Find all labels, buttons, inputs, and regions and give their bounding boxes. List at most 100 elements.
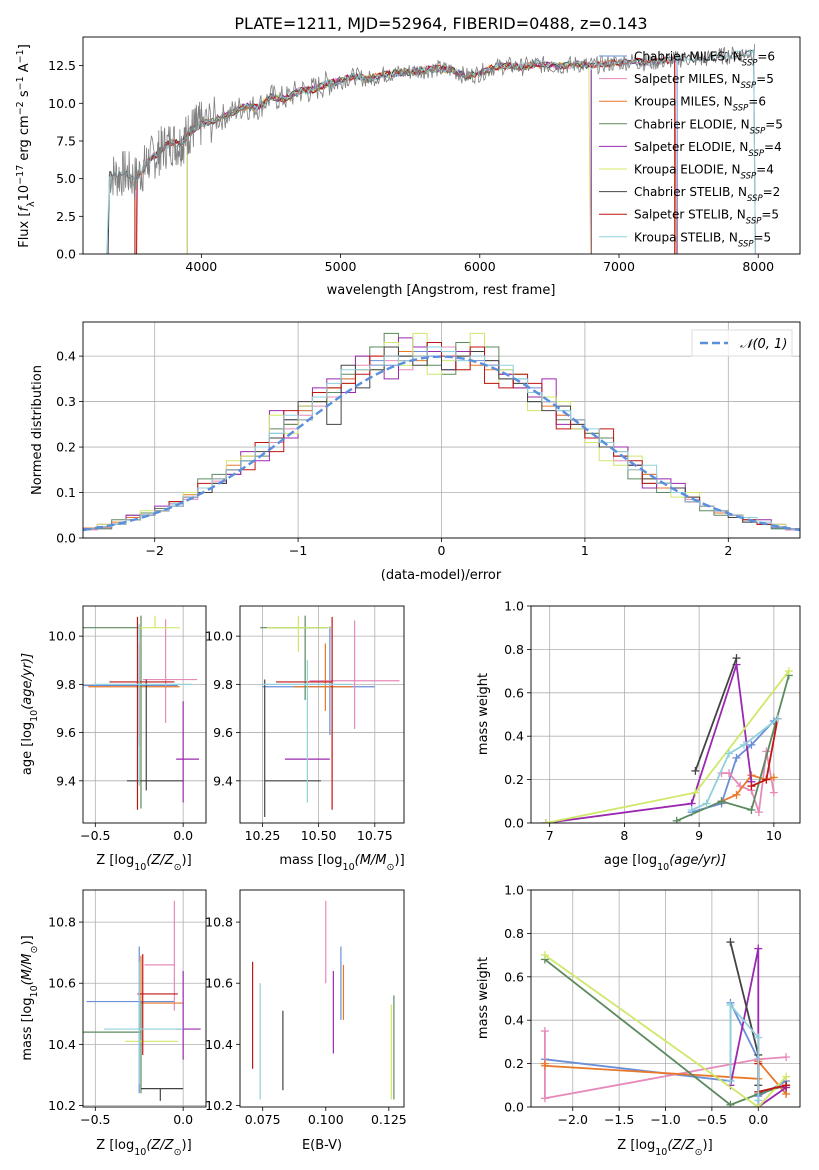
histogram-axes: −2 −1 0 1 2 0.0 0.1 0.2 0.3 0.4 xyxy=(56,321,801,558)
model-spectrum-line xyxy=(107,49,756,254)
weight-vs-age-x-label-part: age [log xyxy=(604,853,657,868)
legend-label-name: Chabrier ELODIE, N xyxy=(634,117,750,131)
weight-vs-z-axes: −2.0 −1.5 −1.0 −0.5 0.0 0.0 0.2 0.4 0.6 0.8 1.0 xyxy=(504,883,801,1127)
x-tick-label: 7000 xyxy=(603,259,635,274)
weight-vs-age-y-label: mass weight xyxy=(476,673,491,755)
mass-vs-ebv-axes: 0.075 0.100 0.125 10.2 10.4 10.6 10.8 xyxy=(205,889,407,1127)
legend-label-sub: SSP xyxy=(747,194,763,204)
age-vs-mass-x-label-part: 10 xyxy=(343,862,355,873)
x-tick-label: 1 xyxy=(581,543,589,558)
mass-weight-line xyxy=(729,1002,760,1101)
weight-vs-age-x-label-part: (age/yr)] xyxy=(669,853,726,868)
legend-label-count: =6 xyxy=(757,50,775,64)
data-spectrum-line xyxy=(109,43,756,199)
y-tick-label: 0.8 xyxy=(504,926,524,941)
age-vs-z-axes-frame xyxy=(82,605,207,824)
model-spectrum-line xyxy=(136,54,676,254)
spectrum-axes-plot xyxy=(106,43,756,254)
legend-label: Kroupa ELODIE, NSSP=4 xyxy=(634,163,774,182)
model-spectrum-line xyxy=(106,48,756,254)
histogram-legend-label: 𝒩(0, 1) xyxy=(740,337,787,352)
age-vs-z-x-label-part: (Z/Z xyxy=(146,853,174,868)
spectrum-y-label-part: f xyxy=(17,205,32,212)
age-vs-mass-x-label: mass [log10(M/M⊙)] xyxy=(279,853,404,873)
weight-vs-z-axes-frame xyxy=(530,889,801,1108)
histogram-y-label: Normed distribution xyxy=(30,365,45,495)
age-vs-z-x-label: Z [log10(Z/Z⊙)] xyxy=(96,853,191,873)
legend-label-name: Salpeter STELIB, N xyxy=(634,208,746,222)
age-vs-z-axes-plot xyxy=(83,615,199,810)
mass-weight-line xyxy=(676,675,790,822)
y-tick-label: 0.2 xyxy=(56,440,76,455)
mass-vs-ebv-axes-frame xyxy=(239,889,405,1108)
legend-label-sub: SSP xyxy=(750,126,766,136)
y-tick-label: 0.2 xyxy=(504,1056,524,1071)
legend-label-name: Kroupa STELIB, N xyxy=(634,230,738,244)
age-vs-z-x-label-part: ⊙ xyxy=(174,862,182,873)
age-vs-z-y-label-part: (age/yr)] xyxy=(20,653,35,710)
mass-vs-z-y-label-part: mass [log xyxy=(20,997,35,1060)
legend-label-name: Chabrier STELIB, N xyxy=(634,185,747,199)
x-tick-label: −0.5 xyxy=(697,1112,727,1127)
mass-vs-z-x-label-part: )] xyxy=(182,1138,192,1153)
spectrum-y-label-part: −17 xyxy=(15,165,26,185)
mass-vs-z-y-label-part: 10 xyxy=(29,985,40,997)
weight-vs-age-x-label-part: 10 xyxy=(657,862,669,873)
legend-label-sub: SSP xyxy=(733,104,749,114)
mass-vs-z-y-label: mass [log10(M/M⊙)] xyxy=(20,935,40,1060)
y-tick-label: 10.8 xyxy=(205,915,233,930)
x-tick-label: 0.0 xyxy=(748,1112,768,1127)
mass-weight-line xyxy=(545,670,790,823)
mass-vs-z-x-label: Z [log10(Z/Z⊙)] xyxy=(96,1138,191,1158)
model-spectrum-line xyxy=(135,55,678,254)
age-vs-mass-x-label-part: (M/M xyxy=(355,853,387,868)
x-tick-label: 10.25 xyxy=(245,828,281,843)
legend-label-count: =2 xyxy=(763,185,781,199)
weight-vs-age-x-label: age [log10(age/yr)] xyxy=(604,853,726,873)
age-vs-mass-axes: 10.25 10.50 10.75 9.4 9.6 9.8 10.0 xyxy=(205,605,405,843)
y-tick-label: 9.4 xyxy=(213,773,233,788)
age-vs-z-y-label-part: age [log xyxy=(20,722,35,775)
age-vs-mass-x-label-part: ⊙ xyxy=(387,862,395,873)
y-tick-label: 10.6 xyxy=(48,976,76,991)
x-tick-label: −2 xyxy=(145,543,163,558)
legend-label: Salpeter STELIB, NSSP=5 xyxy=(634,208,779,227)
y-tick-label: 0.8 xyxy=(504,642,524,657)
x-tick-label: 8 xyxy=(620,828,628,843)
mass-vs-z-y-label-part: ⊙ xyxy=(29,946,40,954)
legend-label-sub: SSP xyxy=(738,239,754,249)
histogram-step-line xyxy=(83,346,800,538)
weight-vs-z-x-label-part: )] xyxy=(703,1138,713,1153)
y-tick-label: 0.1 xyxy=(56,485,76,500)
mass-vs-z-y-label-part: (M/M xyxy=(20,953,35,985)
mass-vs-z-x-label-part: ⊙ xyxy=(174,1147,182,1158)
mass-vs-z-y-label-part: )] xyxy=(20,935,35,945)
legend-label-count: =6 xyxy=(748,95,766,109)
legend-label-count: =4 xyxy=(756,163,774,177)
y-tick-label: 0.6 xyxy=(504,685,524,700)
age-vs-mass-axes-plot xyxy=(260,615,400,817)
y-tick-label: 10.4 xyxy=(205,1037,233,1052)
age-vs-z-x-label-part: 10 xyxy=(134,862,146,873)
x-tick-label: 0.125 xyxy=(371,1112,407,1127)
weight-vs-z-x-label-part: (Z/Z xyxy=(667,1138,695,1153)
y-tick-label: 0.4 xyxy=(56,349,76,364)
x-tick-label: −1.5 xyxy=(604,1112,634,1127)
spectrum-y-label-part: −1 xyxy=(15,49,26,63)
mass-weight-line xyxy=(729,948,787,1107)
y-tick-label: 10.2 xyxy=(205,1098,233,1113)
y-tick-label: 9.4 xyxy=(56,773,76,788)
x-tick-label: 0.075 xyxy=(245,1112,281,1127)
legend-label: Chabrier STELIB, NSSP=2 xyxy=(634,185,780,204)
spectrum-y-label-part: A xyxy=(17,63,32,76)
legend-label-name: Kroupa MILES, N xyxy=(634,95,733,109)
x-tick-label: 0.100 xyxy=(308,1112,344,1127)
weight-vs-age-axes-plot xyxy=(541,654,793,823)
histogram-x-label: (data-model)/error xyxy=(381,568,502,583)
x-tick-label: −0.5 xyxy=(80,828,110,843)
model-spectrum-line xyxy=(134,55,677,254)
y-tick-label: 0.0 xyxy=(56,531,76,546)
y-tick-label: 10.8 xyxy=(48,915,76,930)
age-vs-mass-axes-frame xyxy=(239,605,405,824)
legend-label-sub: SSP xyxy=(746,217,762,227)
